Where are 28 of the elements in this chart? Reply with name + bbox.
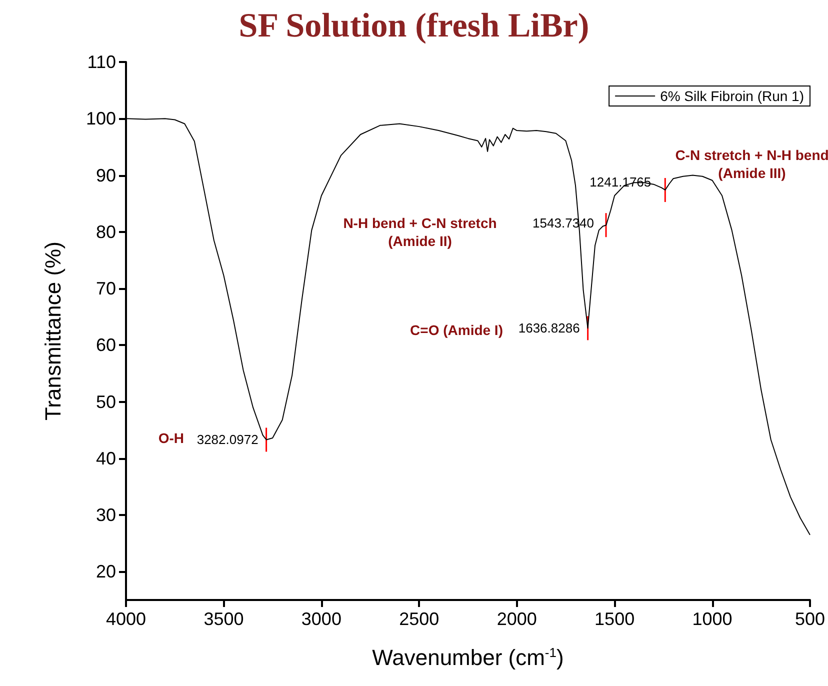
y-tick-label: 40 (96, 448, 116, 468)
y-tick-label: 90 (96, 165, 116, 186)
x-tick-label: 1000 (692, 609, 732, 629)
y-tick-label: 60 (96, 335, 116, 356)
legend-label: 6% Silk Fibroin (Run 1) (660, 88, 804, 104)
annotation: 1241.1765 (590, 174, 652, 190)
annotation: O-H (158, 430, 184, 446)
y-tick-label: 50 (96, 392, 116, 412)
chart-title: SF Solution (fresh LiBr) (238, 8, 590, 44)
x-tick-label: 3000 (301, 609, 342, 629)
annotation: N-H bend + C-N stretch (Amide II) (343, 215, 497, 249)
y-tick-label: 100 (86, 108, 116, 129)
y-axis-title: Transmittance (%) (40, 242, 66, 420)
y-tick-label: 80 (96, 222, 116, 242)
y-tick-label: 20 (96, 562, 116, 582)
annotation: 3282.0972 (196, 432, 258, 448)
annotation: 1636.8286 (518, 320, 580, 336)
y-tick-label: 110 (87, 52, 116, 72)
x-tick-label: 500 (794, 609, 826, 629)
x-tick-label: 3500 (204, 609, 244, 629)
x-tick-label: 1500 (594, 609, 635, 629)
x-tick-label: 4000 (106, 609, 146, 629)
annotation: C=O (Amide I) (410, 322, 503, 338)
y-tick-label: 70 (96, 278, 116, 299)
x-tick-label: 2500 (399, 609, 440, 629)
y-tick-label: 30 (96, 505, 116, 526)
annotation: C-N stretch + N-H bend (Amide III) (675, 147, 828, 181)
x-tick-label: 2000 (496, 609, 537, 629)
